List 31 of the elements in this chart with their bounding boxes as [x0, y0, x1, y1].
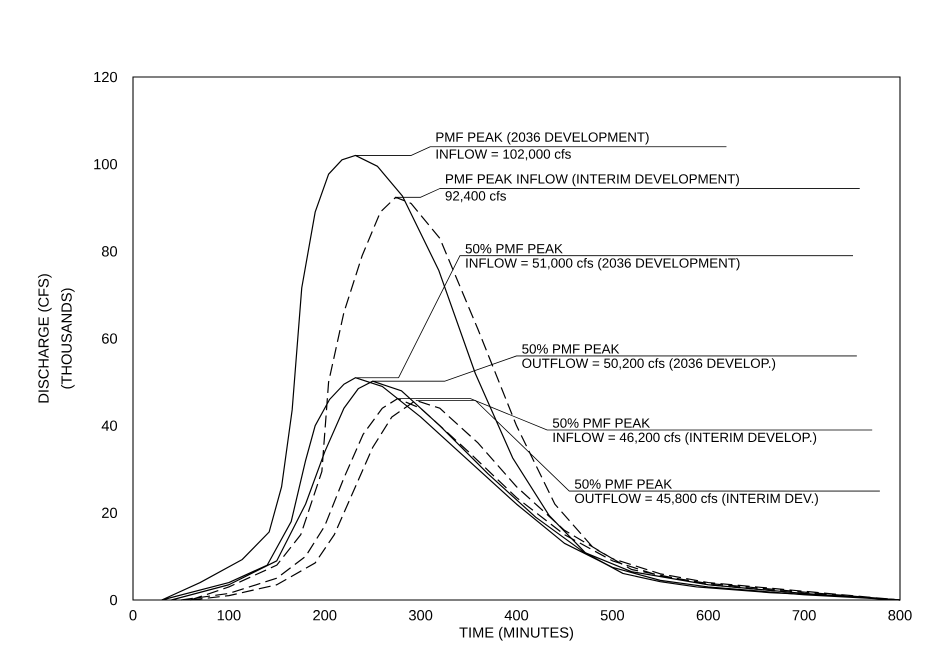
x-tick-label: 500: [600, 610, 624, 620]
x-tick-label: 400: [504, 610, 528, 620]
annotation: INFLOW = 51,000 cfs (2036 DEVELOPMENT): [466, 258, 740, 270]
y-tick-label: 100: [94, 158, 118, 170]
annotation: 50% PMF PEAK: [574, 479, 672, 489]
x-tick-label: 200: [313, 610, 336, 620]
x-tick-label: 300: [408, 610, 432, 620]
annotation: 50% PMF PEAK: [466, 244, 563, 254]
annotation: 92,400 cfs: [446, 190, 506, 202]
y-tick-label: 80: [102, 246, 118, 257]
annotation: 50% PMF PEAK: [522, 344, 620, 354]
x-tick-label: 700: [792, 610, 816, 620]
annotation: 50% PMF PEAK: [552, 418, 650, 428]
y-tick-label: 60: [102, 333, 118, 344]
annotation: PMF PEAK (2036 DEVELOPMENT): [436, 132, 649, 144]
annotation: INFLOW = 102,000 cfs: [436, 148, 571, 160]
y-axis-title: DISCHARGE (CFS): [38, 274, 52, 402]
x-tick-label: 0: [129, 610, 136, 620]
annotation: OUTFLOW = 45,800 cfs (INTERIM DEV.): [575, 493, 818, 506]
x-axis-title: TIME (MINUTES): [459, 626, 574, 641]
x-tick-label: 800: [888, 610, 912, 620]
y-tick-label: 120: [94, 72, 118, 82]
annotation: INFLOW = 46,200 cfs (INTERIM DEVELOP.): [554, 432, 816, 445]
y-tick-label: 40: [102, 420, 118, 431]
annotation: PMF PEAK INFLOW (INTERIM DEVELOPMENT): [446, 174, 739, 186]
y-tick-label: 0: [110, 594, 118, 606]
x-tick-label: 600: [696, 610, 720, 620]
annotation: OUTFLOW = 50,200 cfs (2036 DEVELOP.): [522, 358, 776, 371]
y-tick-label: 20: [102, 508, 118, 518]
x-tick-label: 100: [218, 610, 241, 620]
text: (THOUSANDS): [60, 288, 75, 389]
